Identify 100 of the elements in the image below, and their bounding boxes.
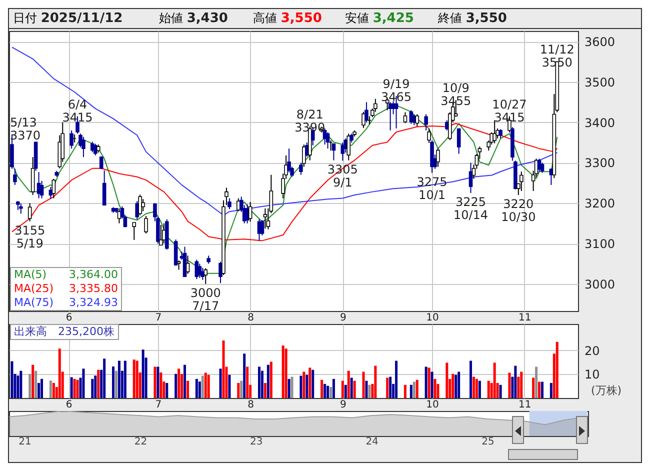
x-tick-label: 23 xyxy=(250,436,263,448)
candlestick xyxy=(102,170,106,206)
bar xyxy=(124,360,126,398)
bar xyxy=(10,361,14,398)
candlestick xyxy=(456,128,461,154)
bar xyxy=(430,372,434,398)
candlestick xyxy=(520,171,524,192)
annotation: 3220 10/30 xyxy=(501,197,536,224)
bar xyxy=(300,376,302,398)
bar xyxy=(428,368,430,398)
bar xyxy=(478,380,481,398)
bar xyxy=(368,384,371,398)
bar xyxy=(308,368,312,398)
candlestick xyxy=(248,201,252,222)
bar xyxy=(76,380,79,398)
bar xyxy=(34,370,38,398)
candlestick xyxy=(299,162,303,176)
bar xyxy=(136,360,138,398)
annotation: 3155 5/19 xyxy=(14,223,46,250)
candlestick xyxy=(263,208,268,230)
bar xyxy=(260,370,264,398)
candlestick xyxy=(204,268,208,284)
chart-title: 出来高 235,200株 xyxy=(10,324,118,340)
candlestick xyxy=(228,198,232,210)
bar xyxy=(246,366,249,398)
bar xyxy=(38,382,40,398)
bar xyxy=(258,366,260,398)
annotation: 11/12 3550 xyxy=(540,42,574,70)
x-tick-label: 7 xyxy=(155,400,162,410)
text: 日付 2025/11/12 xyxy=(13,11,123,26)
candlestick xyxy=(332,143,336,161)
bar xyxy=(103,358,106,398)
candlestick xyxy=(52,178,56,199)
bar xyxy=(290,376,294,398)
bar xyxy=(452,374,454,398)
bar xyxy=(204,372,207,398)
x-tick-label: 21 xyxy=(18,436,32,448)
bar xyxy=(91,378,94,398)
bar xyxy=(266,364,270,398)
bar xyxy=(270,362,272,398)
annotation: 3,335.80 xyxy=(69,282,118,296)
candlestick xyxy=(424,114,428,131)
bar xyxy=(302,372,306,398)
annotation: 3000 7/17 xyxy=(190,286,221,313)
bar xyxy=(201,376,204,398)
annotation: 6/4 3415 xyxy=(62,97,93,124)
candlestick xyxy=(260,220,264,236)
bar xyxy=(207,374,210,398)
bar xyxy=(493,362,496,398)
bar xyxy=(142,350,144,398)
candlestick xyxy=(138,194,142,216)
bar xyxy=(306,374,308,398)
bar xyxy=(386,378,389,398)
annotation: 5/13 3370 xyxy=(10,115,41,142)
x-tick-label: 22 xyxy=(134,436,148,448)
bar xyxy=(264,382,266,398)
candlestick xyxy=(132,222,136,240)
bar xyxy=(240,380,243,398)
bar xyxy=(487,380,490,398)
bar xyxy=(32,364,34,398)
bar xyxy=(118,360,120,398)
bar xyxy=(237,382,240,398)
bar xyxy=(332,378,335,398)
y-tick-label: 3000 xyxy=(584,277,616,292)
bar xyxy=(282,345,284,398)
bar xyxy=(195,378,198,398)
y-tick-label: 3600 xyxy=(584,35,616,50)
candlestick xyxy=(362,111,366,128)
bar xyxy=(186,380,189,398)
y-tick-label: 3500 xyxy=(584,75,616,90)
candlestick xyxy=(30,156,35,196)
bar xyxy=(166,382,168,398)
bar xyxy=(416,380,418,398)
candlestick xyxy=(492,120,496,144)
y-tick-label: 3300 xyxy=(584,156,616,170)
candlestick xyxy=(364,102,368,123)
candlestick xyxy=(159,224,163,246)
bar xyxy=(82,368,85,398)
candlestick xyxy=(19,203,23,214)
y-tick-label: 3200 xyxy=(584,196,616,211)
bar xyxy=(410,384,412,398)
candlestick xyxy=(224,187,228,206)
x-tick-label: 6 xyxy=(66,312,72,324)
candlestick xyxy=(436,148,440,168)
bar xyxy=(228,374,231,398)
bar xyxy=(40,378,44,398)
bar xyxy=(58,348,61,398)
bar xyxy=(458,372,460,398)
bar xyxy=(535,366,538,398)
text: MA(5) xyxy=(14,268,47,282)
bar xyxy=(326,386,330,398)
bar xyxy=(470,360,472,398)
x-tick-label: 24 xyxy=(366,436,378,448)
bar xyxy=(344,384,347,398)
candlestick xyxy=(346,133,351,161)
bar xyxy=(156,366,160,398)
candlestick xyxy=(82,136,86,158)
candlestick xyxy=(13,168,17,186)
bar xyxy=(184,364,186,398)
bar xyxy=(52,382,55,398)
